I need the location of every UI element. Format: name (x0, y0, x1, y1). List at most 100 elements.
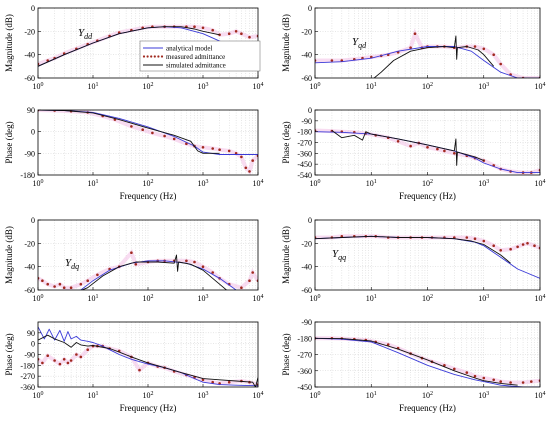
measured-point (46, 282, 49, 286)
measured-point (248, 170, 251, 173)
measured-point (234, 152, 238, 155)
y-tick-label: -450 (297, 160, 312, 169)
measured-point (46, 354, 49, 358)
legend: analytical model measured admittance sim… (139, 40, 261, 72)
measured-point (201, 265, 205, 269)
x-tick-label: 104 (535, 294, 546, 303)
measured-point (248, 279, 251, 283)
series-analytical-line (78, 260, 237, 290)
measured-point (193, 260, 196, 264)
panel-qd-mag: -60 -40 -20 0 100 101 102 103 104 Magnitude (dB) Y… (281, 4, 546, 91)
x-tick-label: 104 (253, 391, 264, 400)
y-tick-label: -60 (301, 286, 312, 295)
measured-point (75, 353, 78, 356)
measured-point (499, 249, 503, 252)
legend-measured-dot (146, 55, 149, 58)
y-tick-label: -540 (297, 171, 312, 180)
measured-point (234, 30, 238, 33)
measured-point (86, 348, 89, 352)
x-tick-label: 100 (33, 82, 44, 91)
measured-point (530, 380, 533, 383)
y-axis-label: Phase (deg) (281, 121, 291, 163)
x-tick-label: 103 (198, 294, 209, 303)
legend-measured-swatch (142, 55, 164, 58)
x-tick-label: 100 (33, 391, 44, 400)
y-tick-label: -20 (301, 239, 312, 248)
measured-point (172, 137, 176, 141)
panel-qq-phase: -450 -360 -270 -180 -90 100 101 102 103 104 Phase … (281, 318, 546, 413)
y-axis-label: Phase (deg) (281, 333, 291, 375)
measured-point (240, 155, 243, 159)
legend-box (139, 40, 261, 72)
measured-point (492, 378, 496, 382)
measured-point (473, 374, 477, 378)
x-axis-label: Frequency (Hz) (399, 403, 456, 413)
measured-point (193, 25, 196, 29)
x-tick-label: 101 (366, 391, 377, 400)
legend-measured-dot (157, 55, 160, 58)
x-axis-label: Frequency (Hz) (399, 191, 456, 201)
panel-label: Ydd (78, 27, 93, 41)
x-tick-label: 102 (422, 391, 433, 400)
x-tick-label: 101 (88, 391, 99, 400)
measured-point (443, 149, 446, 153)
x-tick-label: 103 (198, 179, 209, 188)
x-tick-label: 104 (535, 82, 546, 91)
y-tick-label: -270 (297, 351, 312, 360)
measured-point (251, 271, 254, 274)
measured-point (482, 376, 486, 380)
series-layer (315, 336, 540, 387)
x-tick-label: 104 (253, 82, 264, 91)
y-tick-label: 0 (31, 216, 35, 225)
x-tick-label: 103 (478, 179, 489, 188)
x-tick-label: 102 (422, 82, 433, 91)
measured-point (41, 361, 44, 365)
measured-point (211, 28, 214, 32)
x-axis-label: Frequency (Hz) (120, 191, 177, 201)
measured-point (465, 371, 469, 374)
y-tick-label: -270 (20, 372, 35, 381)
measured-point (499, 62, 503, 66)
x-tick-label: 103 (478, 82, 489, 91)
y-tick-label: -20 (301, 27, 312, 36)
measured-point (211, 380, 214, 384)
measured-point (58, 282, 62, 286)
measured-point (465, 236, 469, 239)
x-axis-label: Frequency (Hz) (120, 403, 177, 413)
measured-point (62, 358, 66, 361)
series-layer (315, 128, 540, 175)
y-tick-label: -90 (301, 318, 312, 327)
x-tick-label: 104 (535, 179, 546, 188)
measured-point (443, 364, 446, 367)
y-tick-label: -40 (24, 263, 35, 272)
series-layer (315, 28, 540, 78)
measured-point (151, 131, 154, 135)
x-tick-label: 100 (310, 294, 321, 303)
y-tick-label: -60 (301, 74, 312, 83)
y-tick-label: -360 (297, 367, 312, 376)
measured-point (521, 381, 525, 384)
measured-point (492, 53, 496, 56)
measured-point (211, 271, 214, 274)
x-tick-label: 101 (366, 179, 377, 188)
x-tick-label: 102 (422, 179, 433, 188)
y-tick-label: 90 (27, 329, 35, 338)
y-tick-label: -180 (297, 334, 312, 343)
x-tick-label: 102 (422, 294, 433, 303)
x-tick-label: 104 (253, 294, 264, 303)
measured-point (473, 45, 477, 48)
panel-dd-phase: -180 -90 0 90 100 101 102 103 104 Phase (deg) Freq… (4, 106, 264, 201)
y-tick-label: -40 (24, 51, 35, 60)
panel-qq-mag: -60 -40 -20 0 100 101 102 103 104 Magnitude (dB) Y… (281, 216, 546, 303)
x-tick-label: 102 (143, 82, 154, 91)
measured-point (185, 259, 188, 263)
grid (315, 322, 540, 387)
measured-point (509, 247, 512, 251)
y-tick-label: -360 (20, 383, 35, 392)
measured-point (330, 59, 334, 62)
measured-point (201, 26, 205, 30)
x-tick-label: 101 (88, 82, 99, 91)
measured-point (130, 251, 133, 254)
measured-point (218, 382, 221, 385)
measured-point (436, 147, 439, 151)
